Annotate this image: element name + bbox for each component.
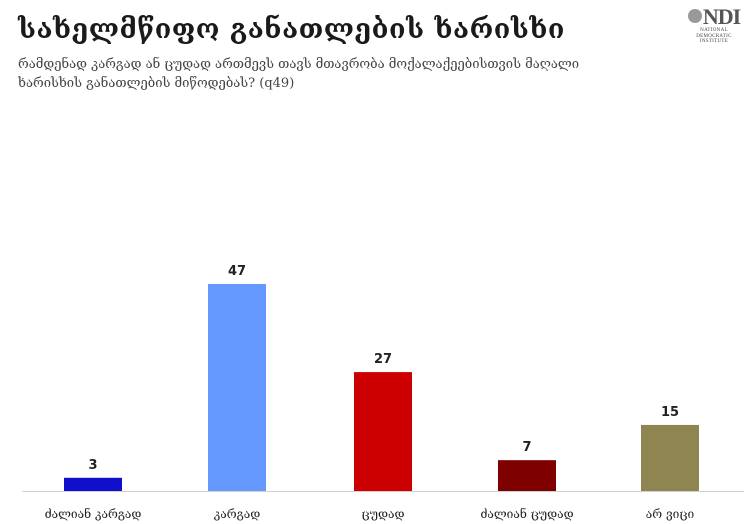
category-label-1: ძალიან კარგად (45, 506, 142, 521)
bar-1 (64, 477, 122, 491)
value-label-1: 3 (88, 458, 97, 473)
logo-mark-text: NDI (702, 4, 741, 29)
bar-2 (208, 284, 266, 491)
page-subtitle: რამდენად კარგად ან ცუდად ართმევს თავს მთ… (18, 57, 580, 91)
bar-4 (498, 460, 556, 491)
logo-line-3: INSTITUTE (699, 39, 729, 44)
value-label-3: 27 (374, 352, 392, 367)
value-label-2: 47 (228, 264, 246, 279)
category-label-4: ძალიან ცუდად (480, 506, 573, 521)
ndi-logo: NDI NATIONAL DEMOCRATIC INSTITUTE (679, 6, 749, 45)
category-label-3: ცუდად (362, 507, 405, 521)
globe-icon (687, 9, 702, 23)
page-title: სახელმწიფო განათლების ხარისხი (18, 14, 565, 45)
category-label-2: კარგად (214, 507, 260, 521)
value-label-5: 15 (661, 405, 679, 420)
bar-3 (354, 372, 412, 491)
value-label-4: 7 (522, 440, 531, 455)
logo-line-2: DEMOCRATIC (696, 33, 732, 39)
bar-5 (641, 424, 699, 491)
category-label-5: არ ვიცი (646, 507, 695, 521)
logo-line-1: NATIONAL (700, 28, 728, 33)
